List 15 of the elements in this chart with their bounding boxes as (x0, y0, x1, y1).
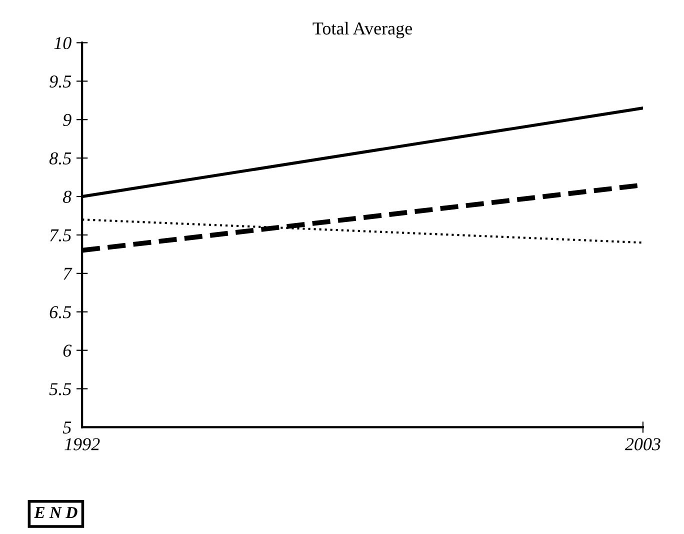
y-tick-label: 6 (63, 344, 72, 357)
y-tick-label: 7 (64, 268, 72, 280)
y-tick-label: 8 (63, 190, 72, 203)
y-tick-label: 9 (63, 114, 72, 126)
y-tick-label: 6.5 (50, 306, 72, 318)
y-tick-label: 5 (62, 422, 72, 434)
text: E N D (34, 507, 78, 518)
x-tick-label: 2003 (624, 438, 660, 450)
chart-title: Total Average (312, 22, 412, 38)
y-tick-label: 9.5 (50, 75, 72, 88)
x-tick-label: 1992 (64, 438, 100, 450)
y-tick-label: 8.5 (49, 152, 72, 165)
y-tick-label: 5.5 (49, 383, 72, 396)
y-tick-label: 10 (54, 36, 72, 50)
y-tick-label: 7.5 (50, 229, 72, 242)
